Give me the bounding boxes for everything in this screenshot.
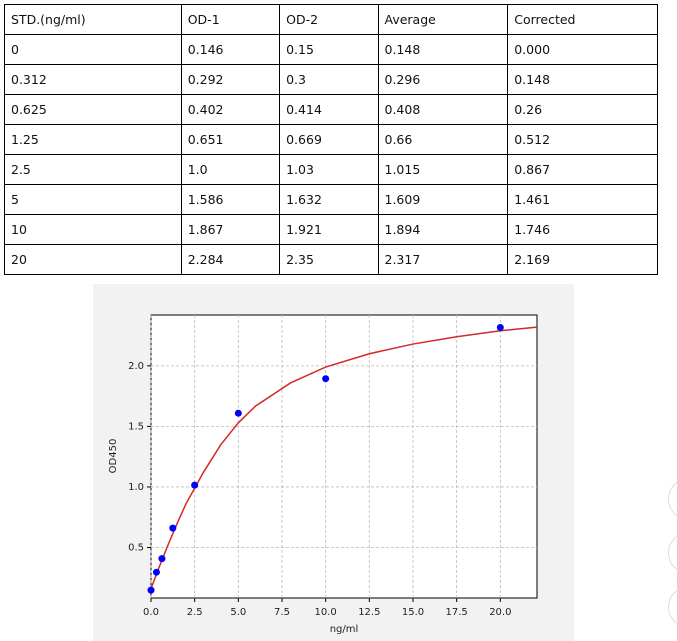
x-tick-label: 17.5 [446,607,468,618]
data-point [496,323,504,331]
cell: OD-1 [180,4,281,35]
side-button[interactable] [668,532,677,574]
data-row: 2.5 1.0 1.03 1.015 0.867 [4,154,658,185]
cell: 2.169 [507,244,658,275]
cell: 1.03 [279,154,379,185]
x-tick-label: 7.5 [274,607,290,618]
x-axis-label: ng/ml [330,624,359,635]
plot-area [150,314,538,599]
x-tick-label: 2.5 [187,607,203,618]
cell: 0.26 [507,94,658,125]
cell: 0.292 [180,64,281,95]
data-point [147,586,155,594]
x-tick-label: 15.0 [402,607,424,618]
table-body: STD.(ng/ml) OD-1 OD-2 Average Corrected 0 0.14… [4,4,658,275]
data-point [158,555,166,563]
cell: 20 [4,244,182,275]
cell: 0.000 [507,34,658,65]
y-tick-label: 0.5 [128,543,144,554]
cell: 1.015 [377,154,509,185]
cell: 0.651 [180,124,281,155]
cell: OD-2 [279,4,379,35]
cell: 10 [4,214,182,245]
cell: 2.5 [4,154,182,185]
data-point [152,568,160,576]
cell: Corrected [507,4,658,35]
cell: 0.312 [4,64,182,95]
cell: 0.414 [279,94,379,125]
data-row: 0.312 0.292 0.3 0.296 0.148 [4,64,658,95]
y-axis-label: OD450 [108,439,119,474]
data-row: 20 2.284 2.35 2.317 2.169 [4,244,658,275]
cell: 0.15 [279,34,379,65]
cell: 1.894 [377,214,509,245]
cell: 0.408 [377,94,509,125]
cell: 0.66 [377,124,509,155]
y-tick-label: 2.0 [128,361,144,372]
data-point [191,481,199,489]
cell: 0.148 [507,64,658,95]
x-tick-label: 12.5 [358,607,380,618]
cell: STD.(ng/ml) [4,4,182,35]
cell: 0.296 [377,64,509,95]
data-row: 10 1.867 1.921 1.894 1.746 [4,214,658,245]
data-point [234,409,242,417]
data-row: 0 0.146 0.15 0.148 0.000 [4,34,658,65]
x-tick-label: 20.0 [489,607,511,618]
cell: 1.609 [377,184,509,215]
cell: 0.512 [507,124,658,155]
cell: Average [377,4,509,35]
cell: 1.586 [180,184,281,215]
cell: 2.317 [377,244,509,275]
cell: 2.284 [180,244,281,275]
y-tick-label: 1.5 [128,421,144,432]
data-row: 0.625 0.402 0.414 0.408 0.26 [4,94,658,125]
fit-curve [151,326,537,589]
cell: 1.921 [279,214,379,245]
cell: 1.25 [4,124,182,155]
cell: 1.632 [279,184,379,215]
data-row: 1.25 0.651 0.669 0.66 0.512 [4,124,658,155]
cell: 0.669 [279,124,379,155]
x-tick-label: 10.0 [315,607,337,618]
cell: 5 [4,184,182,215]
data-point [169,524,177,532]
cell: 1.461 [507,184,658,215]
cell: 0.146 [180,34,281,65]
y-tick-label: 1.0 [128,482,144,493]
cell: 1.0 [180,154,281,185]
cell: 1.867 [180,214,281,245]
x-tick-label: 5.0 [230,607,246,618]
cell: 1.746 [507,214,658,245]
cell: 0.3 [279,64,379,95]
x-tick-label: 0.0 [143,607,159,618]
cell: 0.148 [377,34,509,65]
cell: 0 [4,34,182,65]
cell: 0.867 [507,154,658,185]
cell: 2.35 [279,244,379,275]
cell: 0.402 [180,94,281,125]
cell: 0.625 [4,94,182,125]
side-button[interactable] [668,478,677,520]
header-row: STD.(ng/ml) OD-1 OD-2 Average Corrected [4,4,658,35]
chart: ng/ml OD450 0.0 2.5 5.0 7.5 10.0 12.5 15.0 17.5… [93,284,574,641]
data-row: 5 1.586 1.632 1.609 1.461 [4,184,658,215]
standards-table: STD.(ng/ml) OD-1 OD-2 Average Corrected 0 0.14… [4,4,658,275]
data-point [322,375,330,383]
side-button[interactable] [668,586,677,628]
